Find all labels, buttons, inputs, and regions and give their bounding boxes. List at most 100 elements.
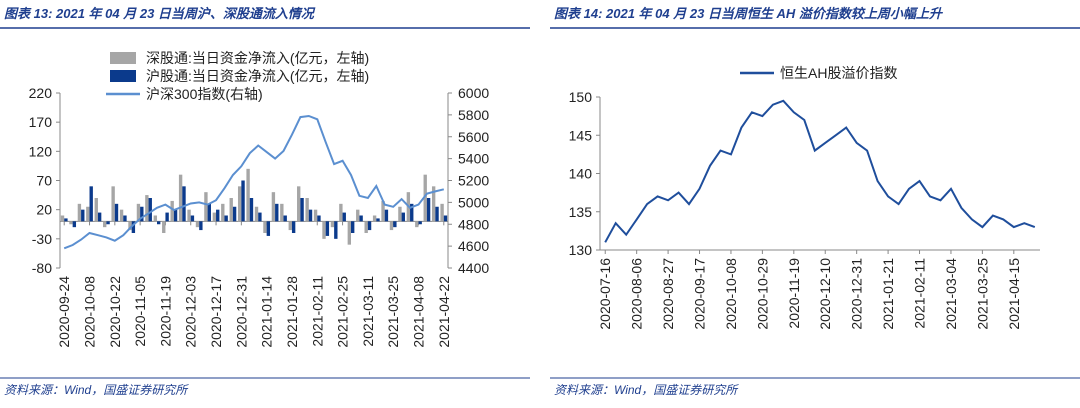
bar <box>216 209 220 222</box>
bar <box>162 221 166 233</box>
bar <box>229 198 233 222</box>
x-tick-label: 2021-02-11 <box>309 276 325 347</box>
bar <box>190 215 195 222</box>
line <box>604 99 1036 243</box>
y-tick-label: 120 <box>29 143 53 159</box>
legend-label: 深股通:当日资金净流入(亿元，左轴) <box>146 50 369 66</box>
x-tick-label: 2020-11-19 <box>786 258 802 329</box>
legend-label: 沪股通:当日资金净流入(亿元，左轴) <box>146 68 369 84</box>
source: 资料来源：Wind，国盛证券研究所 <box>554 383 739 397</box>
y-tick-label: 20 <box>36 202 52 218</box>
bar <box>77 203 82 222</box>
bar <box>381 200 385 222</box>
bar <box>359 215 363 222</box>
bar <box>145 195 149 222</box>
bar <box>356 209 360 222</box>
bar <box>266 221 271 236</box>
y2-tick-label: 5400 <box>458 151 489 167</box>
bar <box>322 221 326 239</box>
x-tick-label: 2020-08-27 <box>660 258 676 330</box>
y-tick-label: 70 <box>36 173 52 189</box>
bar <box>165 212 169 222</box>
bar <box>398 206 402 222</box>
x-tick-label: 2020-10-08 <box>82 276 98 348</box>
bar <box>367 221 372 231</box>
y-tick-label: -80 <box>32 260 52 276</box>
bar <box>69 221 73 225</box>
bar <box>351 221 355 233</box>
bar <box>232 206 237 222</box>
legend-label: 恒生AH股溢价指数 <box>780 65 897 81</box>
x-tick-label: 2020-10-08 <box>723 258 739 330</box>
bar <box>178 174 183 222</box>
y-tick-label: 170 <box>29 114 53 130</box>
bar <box>280 203 284 222</box>
y2-tick-label: 6000 <box>458 85 489 101</box>
bar <box>170 200 174 222</box>
bar <box>103 221 107 228</box>
bar <box>157 221 161 225</box>
y2-tick-label: 5200 <box>458 173 489 189</box>
bar <box>204 192 208 222</box>
x-tick-label: 2020-10-22 <box>107 276 123 348</box>
bar <box>415 221 419 228</box>
x-tick-label: 2021-01-28 <box>284 276 300 348</box>
x-tick-label: 2020-11-05 <box>132 276 148 347</box>
bar <box>119 209 124 222</box>
bar <box>97 212 102 222</box>
y-tick-label: 145 <box>569 127 593 143</box>
y-tick-label: 140 <box>569 166 593 182</box>
y-tick-label: -30 <box>32 231 52 247</box>
bar <box>305 198 309 222</box>
bar <box>330 221 335 228</box>
x-tick-label: 2021-04-15 <box>1006 258 1022 330</box>
bar <box>106 221 110 225</box>
x-tick-label: 2021-03-25 <box>385 276 401 348</box>
bar <box>283 215 287 222</box>
bar <box>393 221 397 228</box>
bar <box>275 203 279 222</box>
y2-tick-label: 4600 <box>458 238 489 254</box>
line <box>63 114 445 250</box>
bar <box>94 198 98 222</box>
chart-title: 图表 14: 2021 年 04 月 23 日当周恒生 AH 溢价指数较上周小幅… <box>554 6 944 21</box>
bar <box>123 215 127 222</box>
bar <box>389 221 394 231</box>
x-tick-label: 2021-04-08 <box>410 276 426 348</box>
bar <box>288 221 292 231</box>
bar <box>410 203 414 222</box>
x-tick-label: 2021-01-21 <box>880 258 896 330</box>
bar <box>435 206 439 222</box>
y2-tick-label: 5600 <box>458 129 489 145</box>
x-tick-label: 2021-01-14 <box>259 276 275 348</box>
source: 资料来源：Wind，国盛证券研究所 <box>4 383 189 397</box>
y2-tick-label: 5000 <box>458 194 489 210</box>
y-tick-label: 220 <box>29 85 53 101</box>
legend-swatch <box>110 70 136 82</box>
bar <box>199 221 203 231</box>
bar <box>64 218 68 222</box>
bar <box>300 198 304 222</box>
bar <box>376 218 380 222</box>
bar <box>384 209 389 222</box>
x-tick-label: 2020-11-19 <box>157 276 173 347</box>
legend-swatch <box>110 52 136 64</box>
bar <box>86 206 90 222</box>
x-tick-label: 2020-09-17 <box>692 258 708 330</box>
bar <box>195 221 200 228</box>
bar <box>128 221 132 231</box>
bar <box>212 212 217 222</box>
bar <box>221 203 225 222</box>
bar <box>263 221 267 233</box>
bar <box>131 221 136 233</box>
y2-tick-label: 4800 <box>458 216 489 232</box>
bar <box>111 186 115 222</box>
bar <box>60 215 65 222</box>
bar <box>254 206 259 222</box>
bar <box>271 192 276 222</box>
x-tick-label: 2020-10-29 <box>754 258 770 330</box>
bar <box>237 186 242 222</box>
bar <box>418 221 422 225</box>
bar <box>291 221 296 233</box>
